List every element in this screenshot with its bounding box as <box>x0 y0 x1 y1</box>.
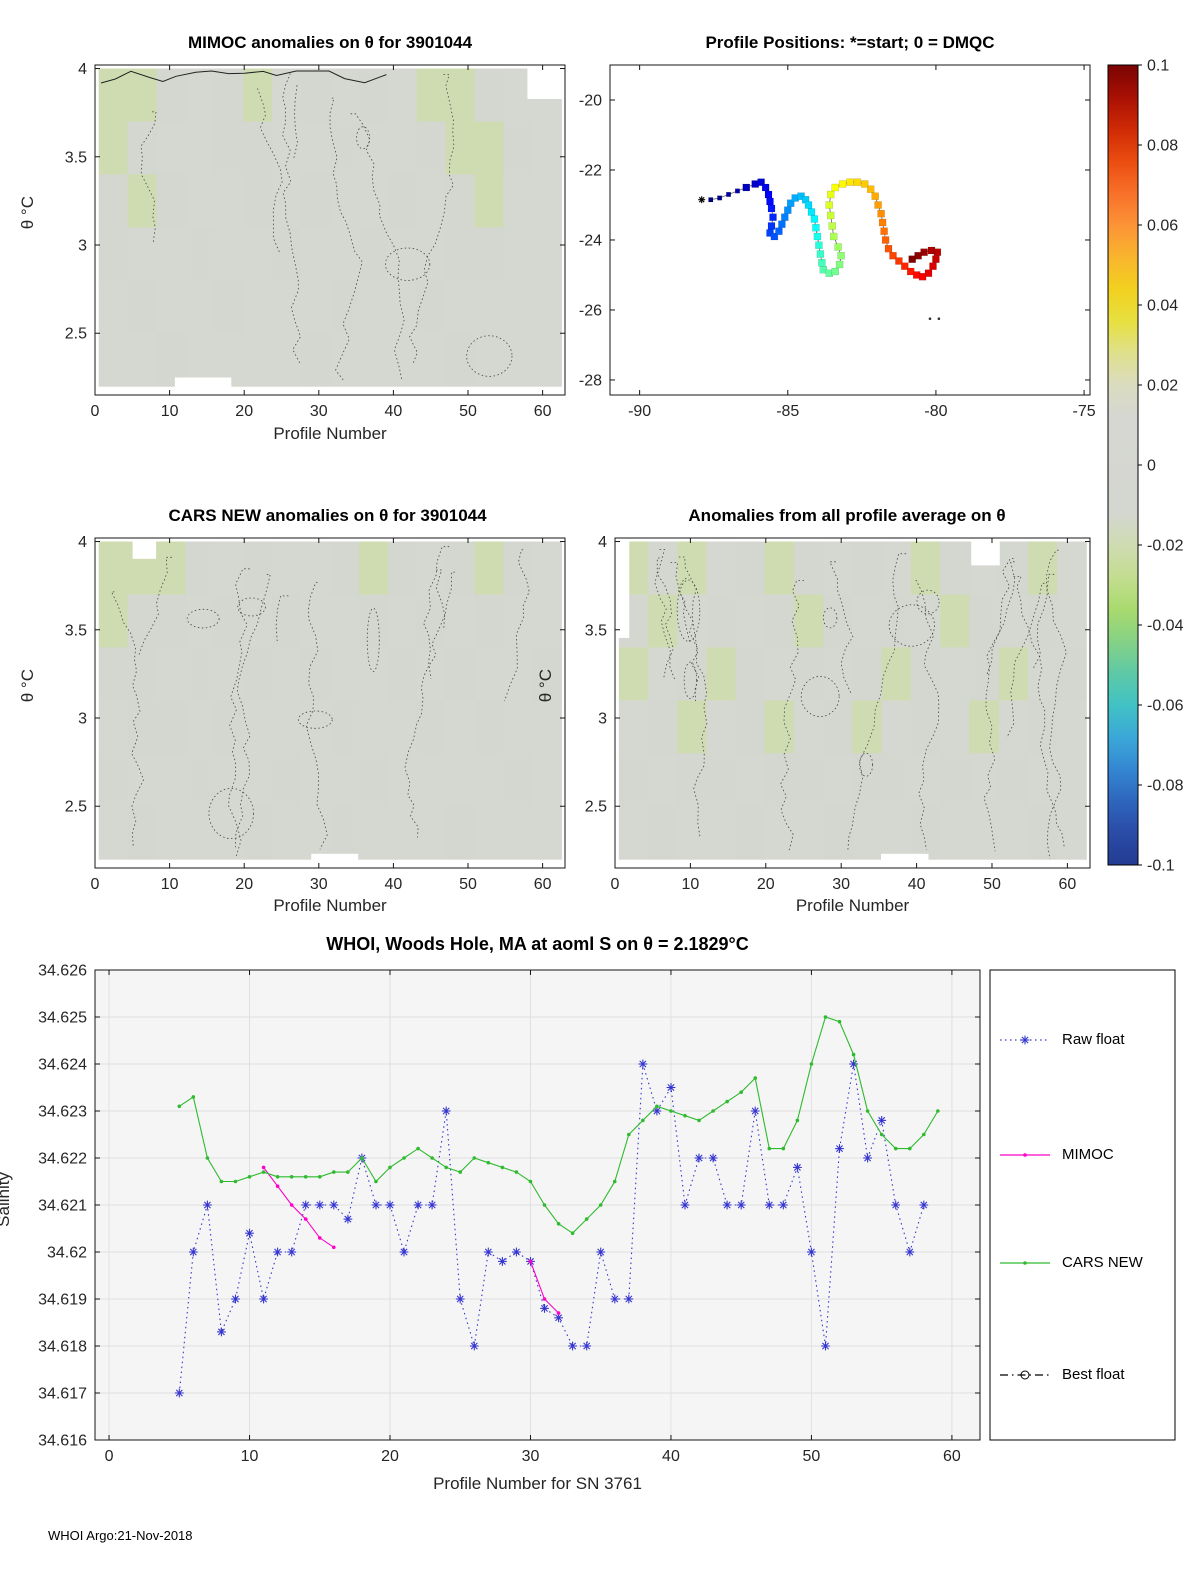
svg-text:10: 10 <box>161 403 179 420</box>
ylabel-mimoc: θ °C <box>18 196 37 230</box>
figure-footer: WHOI Argo:21-Nov-2018 <box>48 1528 193 1543</box>
svg-text:0: 0 <box>91 403 100 420</box>
svg-text:20: 20 <box>757 876 775 893</box>
ylabel-allprofile: θ °C <box>536 669 555 703</box>
svg-text:-0.04: -0.04 <box>1147 618 1184 635</box>
ylabel-salinity: Salinity <box>0 1172 13 1227</box>
svg-text:30: 30 <box>310 876 328 893</box>
svg-text:2.5: 2.5 <box>585 799 607 816</box>
svg-text:2.5: 2.5 <box>65 799 87 816</box>
svg-text:20: 20 <box>235 403 253 420</box>
svg-text:3: 3 <box>78 711 87 728</box>
svg-text:3.5: 3.5 <box>65 149 87 166</box>
svg-text:40: 40 <box>908 876 926 893</box>
svg-text:10: 10 <box>681 876 699 893</box>
svg-text:30: 30 <box>522 1448 540 1465</box>
svg-text:-28: -28 <box>579 372 602 389</box>
svg-text:10: 10 <box>241 1448 259 1465</box>
svg-text:50: 50 <box>983 876 1001 893</box>
xlabel-allprofile: Profile Number <box>795 896 910 915</box>
xlabel-salinity: Profile Number for SN 3761 <box>433 1474 642 1493</box>
title-cars-anomalies: CARS NEW anomalies on θ for 3901044 <box>168 506 487 525</box>
svg-text:3.5: 3.5 <box>585 622 607 639</box>
svg-text:0: 0 <box>91 876 100 893</box>
legend-raw-float: Raw float <box>1062 1031 1125 1048</box>
svg-text:-0.1: -0.1 <box>1147 858 1175 875</box>
svg-text:34.623: 34.623 <box>38 1104 87 1121</box>
svg-text:40: 40 <box>385 876 403 893</box>
svg-text:0: 0 <box>611 876 620 893</box>
svg-text:-0.06: -0.06 <box>1147 698 1184 715</box>
title-allprofile-anomalies: Anomalies from all profile average on θ <box>688 506 1006 525</box>
svg-text:3.5: 3.5 <box>65 622 87 639</box>
svg-text:4: 4 <box>78 534 87 551</box>
svg-text:3: 3 <box>78 238 87 255</box>
svg-text:34.616: 34.616 <box>38 1433 87 1450</box>
svg-text:50: 50 <box>803 1448 821 1465</box>
svg-text:20: 20 <box>381 1448 399 1465</box>
svg-text:34.625: 34.625 <box>38 1010 87 1027</box>
svg-text:60: 60 <box>534 876 552 893</box>
svg-text:-24: -24 <box>579 232 602 249</box>
svg-text:34.62: 34.62 <box>47 1245 87 1262</box>
title-salinity-comparison: WHOI, Woods Hole, MA at aoml S on θ = 2.… <box>326 934 749 954</box>
svg-text:-0.02: -0.02 <box>1147 538 1184 555</box>
svg-text:40: 40 <box>385 403 403 420</box>
svg-text:34.618: 34.618 <box>38 1339 87 1356</box>
svg-text:-20: -20 <box>579 92 602 109</box>
svg-text:0.04: 0.04 <box>1147 298 1178 315</box>
svg-text:60: 60 <box>943 1448 961 1465</box>
svg-text:34.619: 34.619 <box>38 1292 87 1309</box>
legend-best-float: Best float <box>1062 1366 1125 1383</box>
svg-text:-75: -75 <box>1073 403 1096 420</box>
svg-text:-80: -80 <box>924 403 947 420</box>
svg-text:2.5: 2.5 <box>65 326 87 343</box>
ylabel-cars: θ °C <box>18 669 37 703</box>
svg-text:-22: -22 <box>579 162 602 179</box>
svg-text:34.617: 34.617 <box>38 1386 87 1403</box>
svg-text:4: 4 <box>78 61 87 78</box>
legend-mimoc: MIMOC <box>1062 1146 1114 1163</box>
svg-text:20: 20 <box>235 876 253 893</box>
svg-text:30: 30 <box>310 403 328 420</box>
svg-text:34.621: 34.621 <box>38 1198 87 1215</box>
svg-text:3: 3 <box>598 711 607 728</box>
svg-text:10: 10 <box>161 876 179 893</box>
svg-text:34.624: 34.624 <box>38 1057 87 1074</box>
svg-text:34.622: 34.622 <box>38 1151 87 1168</box>
svg-text:34.626: 34.626 <box>38 963 87 980</box>
svg-text:-26: -26 <box>579 302 602 319</box>
xlabel-cars: Profile Number <box>273 896 387 915</box>
svg-text:4: 4 <box>598 534 607 551</box>
svg-text:0: 0 <box>105 1448 114 1465</box>
svg-text:50: 50 <box>459 403 477 420</box>
svg-text:0: 0 <box>1147 458 1156 475</box>
svg-text:0.08: 0.08 <box>1147 138 1178 155</box>
title-profile-positions: Profile Positions: *=start; 0 = DMQC <box>705 33 995 52</box>
xlabel-mimoc: Profile Number <box>273 424 387 443</box>
svg-text:-85: -85 <box>776 403 799 420</box>
svg-text:60: 60 <box>1058 876 1076 893</box>
svg-text:-90: -90 <box>628 403 651 420</box>
svg-text:60: 60 <box>534 403 552 420</box>
svg-text:0.02: 0.02 <box>1147 378 1178 395</box>
title-mimoc-anomalies: MIMOC anomalies on θ for 3901044 <box>187 33 473 52</box>
svg-text:0.06: 0.06 <box>1147 218 1178 235</box>
svg-text:40: 40 <box>662 1448 680 1465</box>
svg-text:50: 50 <box>459 876 477 893</box>
svg-text:-0.08: -0.08 <box>1147 778 1184 795</box>
svg-text:30: 30 <box>832 876 850 893</box>
legend-cars-new: CARS NEW <box>1062 1254 1143 1271</box>
svg-text:0.1: 0.1 <box>1147 58 1169 75</box>
